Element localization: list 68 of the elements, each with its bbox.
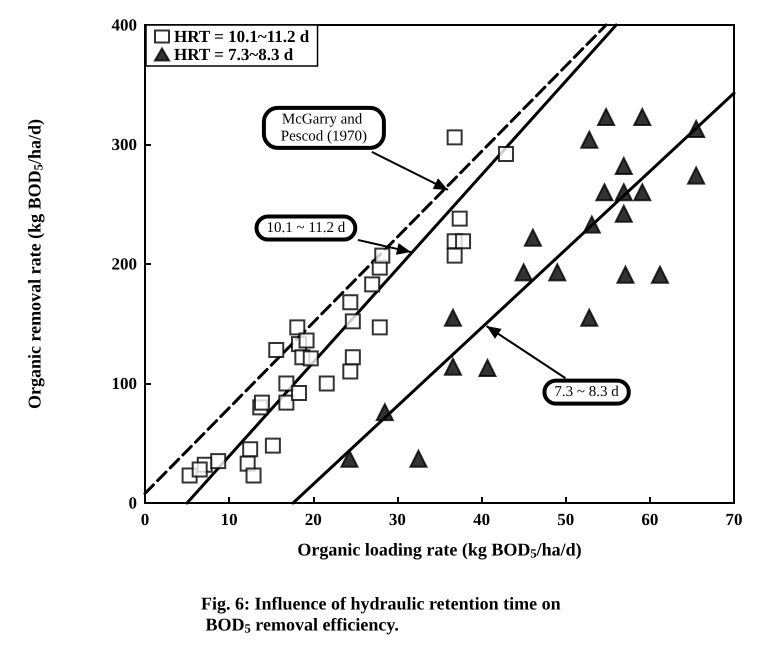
point — [242, 441, 258, 458]
point — [254, 394, 270, 411]
y-tick-label: 300 — [112, 135, 137, 154]
point — [498, 146, 514, 162]
point — [524, 228, 542, 247]
point — [478, 358, 496, 377]
x-tick-label: 50 — [557, 510, 574, 529]
point — [210, 453, 226, 470]
point — [633, 183, 652, 202]
point — [452, 210, 468, 227]
point — [376, 403, 394, 422]
point — [302, 350, 319, 366]
point — [650, 266, 669, 284]
point — [344, 349, 361, 366]
point — [614, 204, 633, 223]
point — [342, 364, 358, 380]
point — [582, 216, 601, 234]
x-tick-label: 40 — [473, 510, 490, 529]
point — [580, 130, 598, 149]
legend-label: HRT = 10.1~11.2 d — [174, 27, 310, 46]
y-tick-label: 0 — [128, 494, 137, 512]
annotation: 10.1 ~ 11.2 d — [266, 220, 346, 236]
point — [595, 183, 614, 202]
x-tick-label: 70 — [726, 510, 742, 529]
x-tick-label: 20 — [304, 510, 322, 529]
legend-label: HRT = 7.3~8.3 d — [174, 45, 294, 64]
point — [687, 166, 706, 185]
point — [455, 233, 472, 250]
point — [514, 263, 533, 282]
y-tick-label: 400 — [112, 16, 137, 34]
point — [616, 266, 634, 284]
point — [298, 332, 315, 348]
point — [278, 394, 294, 411]
point — [446, 248, 463, 264]
point — [344, 313, 361, 330]
annotation: 7.3 ~ 8.3 d — [554, 384, 620, 400]
point — [409, 450, 428, 468]
point — [192, 462, 208, 478]
point — [446, 129, 463, 146]
point — [444, 308, 462, 327]
point — [580, 308, 598, 327]
point — [548, 263, 566, 282]
point — [290, 385, 307, 402]
point — [597, 108, 616, 126]
point — [633, 108, 652, 126]
annotation: McGarry and Pescod (1970) — [280, 111, 368, 144]
point — [374, 248, 390, 264]
x-tick-label: 0 — [140, 510, 150, 529]
point — [364, 276, 380, 292]
point — [614, 183, 633, 202]
point — [687, 120, 706, 138]
point — [342, 294, 358, 310]
point — [246, 468, 262, 484]
point — [614, 157, 633, 176]
point — [289, 319, 306, 336]
y-axis-title: Organic removal rate (kg BOD5/ha/d) — [24, 119, 46, 409]
point — [444, 358, 462, 376]
point — [318, 376, 335, 392]
point — [372, 319, 388, 336]
point — [268, 342, 284, 358]
point — [278, 376, 294, 392]
x-tick-label: 30 — [388, 510, 406, 529]
x-tick-label: 10 — [220, 510, 238, 529]
y-tick-label: 100 — [112, 374, 137, 393]
point — [340, 450, 358, 468]
y-tick-label: 200 — [112, 254, 137, 274]
x-tick-label: 60 — [641, 510, 658, 529]
point — [264, 438, 281, 454]
